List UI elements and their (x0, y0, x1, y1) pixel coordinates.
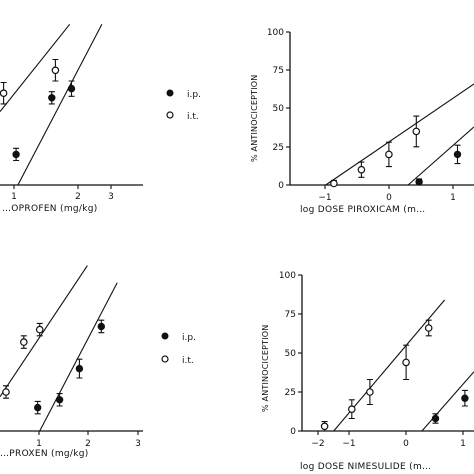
y-tick-label: 0 (290, 427, 296, 437)
x-tick-label: 1 (450, 193, 456, 203)
data-point-it (424, 324, 433, 332)
data-point-it (357, 165, 366, 174)
x-tick-label: 1 (36, 439, 42, 449)
data-point-it (330, 179, 338, 188)
panel-ibuprofen: …OPROFEN (mg/kg) 1 2 3 (0, 23, 143, 214)
legend-label-ip: i.p. (182, 333, 196, 343)
data-point-ip (461, 394, 469, 402)
data-point-it (412, 127, 421, 136)
legend-label-it: i.t. (187, 112, 199, 122)
fit-line-it (325, 83, 474, 186)
x-tick-label: 0 (403, 439, 409, 449)
x-tick-label: 0 (386, 193, 392, 203)
data-point-ip (97, 322, 106, 331)
legend-label-it: i.t. (182, 356, 194, 366)
data-point-ip (34, 403, 42, 412)
data-point-it (366, 388, 374, 396)
legend-label-ip: i.p. (187, 90, 201, 100)
data-point-it (51, 66, 60, 75)
data-point-it (19, 338, 28, 346)
axes (289, 32, 474, 186)
x-tick-label: −1 (342, 439, 355, 449)
fit-line-ip (421, 371, 474, 432)
fit-line-ip (407, 126, 474, 186)
fit-line-it (0, 23, 71, 112)
y-tick-label: 25 (285, 388, 296, 398)
y-tick-label: 100 (279, 271, 296, 281)
data-point-it (35, 325, 44, 334)
y-tick-label: 50 (285, 349, 297, 359)
data-point-it (402, 358, 410, 367)
data-point-ip (415, 178, 423, 186)
legend-bottom: i.p. i.t. (161, 332, 196, 366)
x-tick-label: 2 (75, 192, 81, 202)
x-axis-label: log DOSE PIROXICAM (m… (300, 205, 425, 215)
x-axis-label: …OPROFEN (mg/kg) (2, 204, 98, 214)
legend-marker-ip (166, 89, 174, 97)
panel-naproxen: …PROXEN (mg/kg) 1 2 3 (0, 265, 143, 459)
x-axis-label: log DOSE NIMESULIDE (m… (300, 462, 431, 472)
data-point-ip (12, 150, 20, 159)
legend-marker-it (166, 111, 174, 119)
y-tick-label: 75 (273, 66, 284, 76)
fit-line-it (0, 265, 88, 398)
y-tick-label: 75 (285, 310, 296, 320)
x-tick-label: 3 (135, 439, 141, 449)
fit-line-ip (17, 24, 103, 186)
y-axis-label: % ANTINOCICEPTION (261, 325, 270, 412)
x-tick-label: −2 (311, 439, 324, 449)
y-tick-label: 100 (267, 28, 284, 38)
x-tick-label: −1 (318, 193, 331, 203)
legend-marker-ip (161, 332, 169, 340)
data-point-ip (55, 396, 64, 404)
x-axis-label: …PROXEN (mg/kg) (0, 449, 89, 459)
data-point-ip (431, 414, 440, 423)
x-tick-label: 2 (85, 439, 91, 449)
x-tick-label: 1 (460, 439, 466, 449)
data-point-ip (67, 84, 76, 93)
data-point-it (320, 422, 329, 431)
legend-top: i.p. i.t. (166, 89, 201, 122)
data-point-ip (48, 94, 56, 102)
legend-marker-it (161, 355, 169, 363)
x-tick-label: 1 (11, 192, 17, 202)
panel-piroxicam: log DOSE PIROXICAM (m… % ANTINOCICEPTION… (250, 28, 474, 215)
data-point-it (2, 388, 10, 396)
y-tick-label: 50 (273, 104, 285, 114)
data-point-ip (75, 364, 84, 373)
fit-line-ip (39, 282, 118, 432)
x-tick-label: 3 (108, 192, 114, 202)
data-point-it (385, 150, 393, 159)
data-point-it (0, 89, 8, 97)
panel-nimesulide: log DOSE NIMESULIDE (m… % ANTINOCICEPTIO… (261, 271, 474, 472)
y-axis-label: % ANTINOCICEPTION (250, 75, 259, 162)
y-tick-label: 25 (273, 143, 284, 153)
data-point-it (347, 405, 356, 414)
axes (301, 275, 474, 432)
y-tick-label: 0 (278, 181, 284, 191)
data-point-ip (453, 150, 462, 159)
